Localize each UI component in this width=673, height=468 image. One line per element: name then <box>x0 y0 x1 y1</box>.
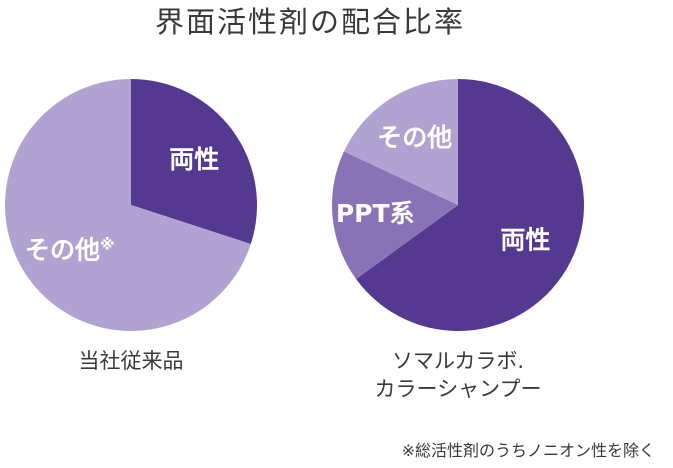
pie-slice-other-somaru <box>343 79 458 205</box>
pie-label-ppt-somaru: PPT系 <box>336 199 415 228</box>
pie-label-other-conventional: その他※ <box>25 235 115 264</box>
pie-label-amphoteric-somaru: 両性 <box>500 225 550 254</box>
pie-slice-amphoteric-conventional <box>131 79 257 244</box>
pie-slice-amphoteric-somaru <box>356 79 584 332</box>
pie-caption-conventional: 当社従来品 <box>79 349 184 373</box>
chart-title: 界面活性剤の配合比率 <box>155 5 465 39</box>
pie-label-other-somaru: その他 <box>377 123 452 152</box>
pie-caption-somaru-line-1: ソマルカラボ. <box>392 349 524 373</box>
pie-chart-somaru-color-shampoo: 両性 PPT系 その他 <box>331 79 584 332</box>
pie-slice-other-conventional <box>4 79 251 332</box>
pie-label-amphoteric-conventional: 両性 <box>169 145 219 174</box>
footnote: ※総活性剤のうちノニオン性を除く <box>402 441 655 460</box>
pie-slice-ppt-somaru <box>331 151 458 280</box>
pie-caption-somaru-line-2: カラーシャンプー <box>375 377 542 401</box>
